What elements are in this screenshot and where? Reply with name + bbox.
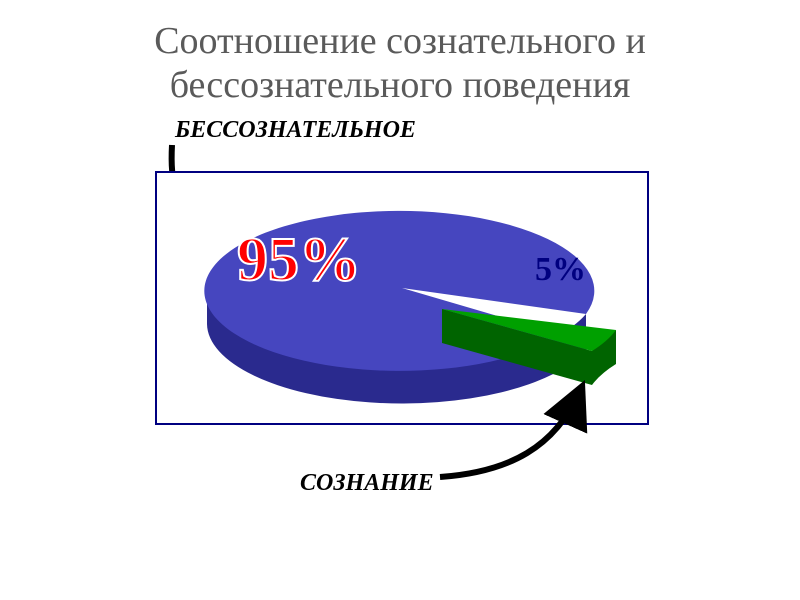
figure: БЕССОЗНАТЕЛЬНОЕ bbox=[120, 117, 680, 497]
page-title: Соотношение сознательного и бессознатель… bbox=[40, 20, 760, 107]
arrow-conscious bbox=[420, 377, 620, 487]
label-conscious: СОЗНАНИЕ bbox=[300, 470, 434, 497]
pct-label-unconscious: 95% bbox=[237, 225, 361, 296]
pct-label-conscious: 5% bbox=[535, 251, 586, 289]
